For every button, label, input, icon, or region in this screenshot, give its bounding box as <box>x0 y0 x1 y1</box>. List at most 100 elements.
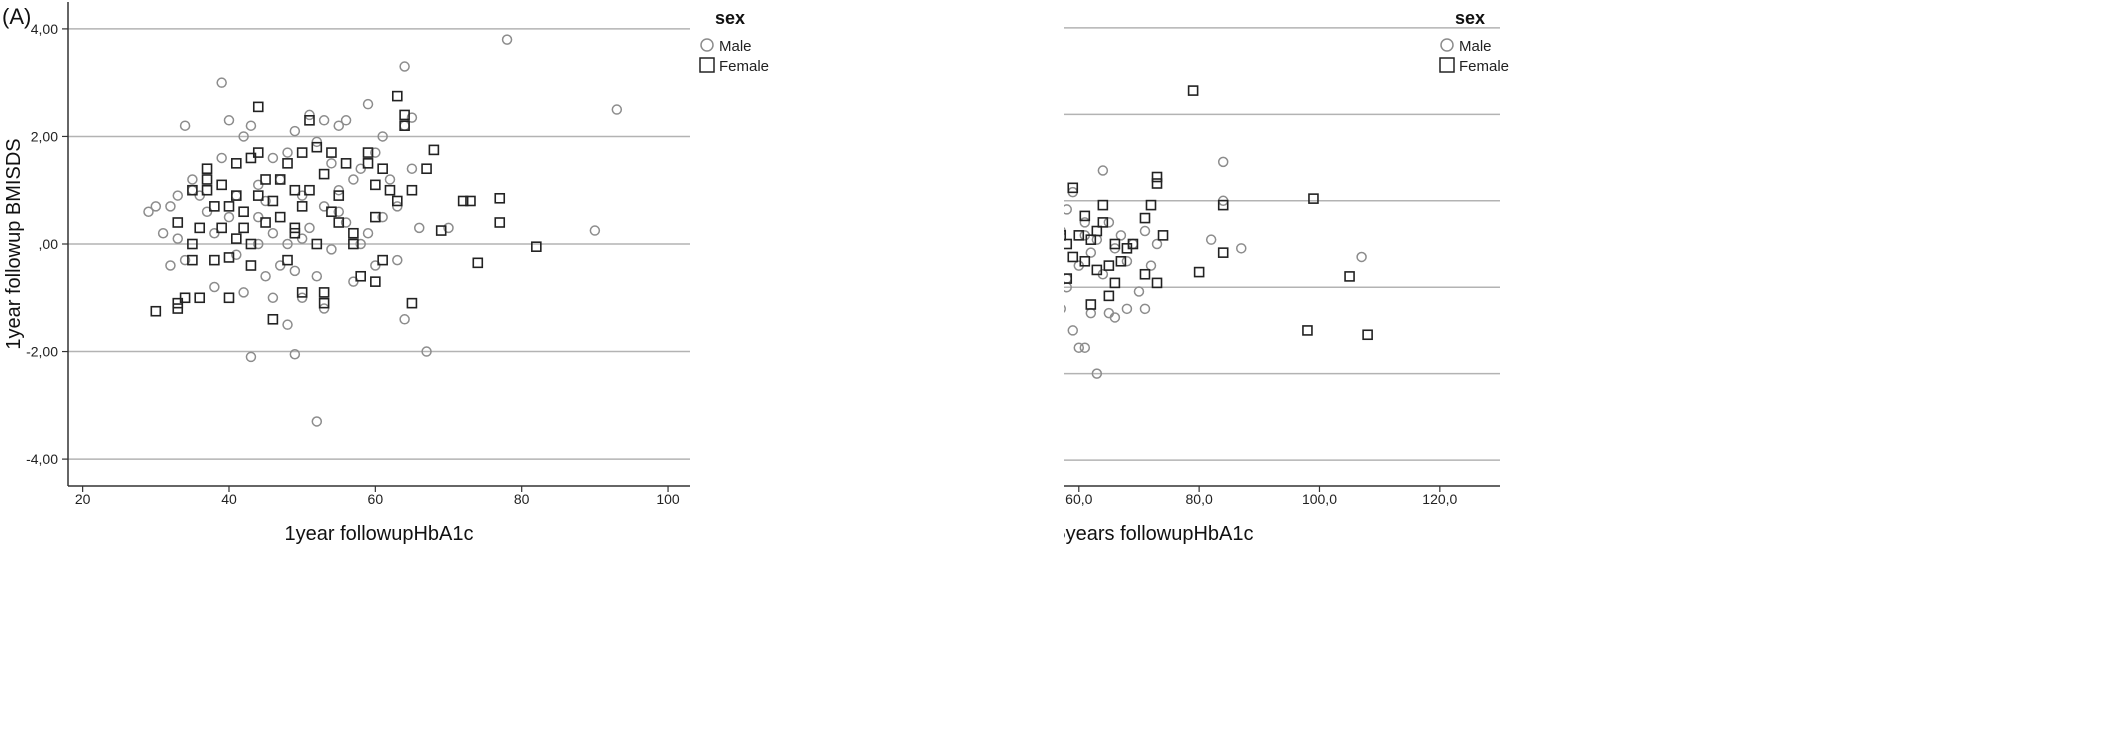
data-point-female <box>494 192 506 204</box>
data-point-female <box>1079 255 1091 267</box>
data-point-female <box>296 201 308 212</box>
data-point-male <box>1085 307 1097 319</box>
data-point-male <box>274 174 286 185</box>
data-point-female <box>1217 199 1229 211</box>
data-point-female <box>406 184 418 196</box>
data-point-female <box>348 238 359 250</box>
y-tick-label: -2,00 <box>26 344 58 360</box>
x-tick-label: 80,0 <box>1186 491 1213 507</box>
data-point-female <box>391 195 403 207</box>
data-point-female <box>428 144 440 156</box>
legend-marker-female <box>1439 57 1455 73</box>
data-point-female <box>201 174 213 185</box>
data-point-female <box>1151 277 1163 289</box>
data-point-female <box>318 287 330 298</box>
data-point-male <box>289 348 301 360</box>
data-point-female <box>260 174 271 185</box>
data-point-male <box>1121 303 1133 315</box>
data-point-female <box>252 147 264 158</box>
data-point-male <box>238 287 249 298</box>
data-point-male <box>296 292 308 304</box>
data-point-male <box>1067 325 1079 336</box>
data-point-female <box>1064 273 1073 284</box>
data-point-female <box>231 158 242 169</box>
x-axis-title: 1year followupHbA1c <box>285 523 474 545</box>
data-point-female <box>245 152 257 164</box>
data-point-female <box>201 184 213 196</box>
data-point-male <box>1356 251 1367 263</box>
data-point-male <box>253 238 264 250</box>
data-point-male <box>318 115 330 126</box>
data-point-female <box>1097 217 1109 228</box>
data-point-male <box>289 125 301 137</box>
data-point-female <box>1085 299 1097 310</box>
data-point-female <box>457 195 469 207</box>
data-point-female <box>282 254 293 266</box>
x-tick-label: 120,0 <box>1422 491 1457 507</box>
data-point-male <box>282 147 293 158</box>
data-point-male <box>318 303 330 314</box>
data-point-female <box>465 195 476 207</box>
data-point-male <box>260 271 271 282</box>
data-point-male <box>1133 286 1145 297</box>
data-point-female <box>172 217 184 228</box>
data-point-female <box>245 238 257 250</box>
data-point-male <box>1091 234 1103 245</box>
data-point-male <box>282 238 293 250</box>
data-point-male <box>1103 217 1115 228</box>
data-point-female <box>1073 230 1085 241</box>
data-point-male <box>501 34 513 45</box>
data-point-female <box>1127 238 1139 250</box>
data-point-male <box>333 206 345 217</box>
data-point-male <box>1091 368 1103 379</box>
data-point-male <box>1151 238 1163 250</box>
data-point-female <box>150 305 162 317</box>
data-point-male <box>238 131 249 142</box>
data-point-female <box>289 222 301 234</box>
data-point-male <box>1079 217 1091 228</box>
data-point-female <box>370 179 381 191</box>
data-point-female <box>435 225 447 236</box>
data-point-male <box>333 120 345 131</box>
data-point-female <box>216 179 227 191</box>
scatter-chart-b: 6,004,002,00,002,00-4,0020,040,060,080,0… <box>1064 8 1509 545</box>
data-point-female <box>370 276 381 287</box>
data-point-female <box>377 163 388 175</box>
data-point-female <box>318 168 330 180</box>
data-point-female <box>1091 225 1103 237</box>
data-point-female <box>274 211 286 223</box>
data-point-female <box>252 101 264 113</box>
data-point-female <box>260 217 271 228</box>
data-point-female <box>355 270 367 282</box>
data-point-female <box>238 222 249 234</box>
data-point-male <box>1064 304 1066 313</box>
data-point-female <box>238 206 249 218</box>
data-point-male <box>370 147 381 158</box>
data-point-female <box>289 227 301 239</box>
data-point-male <box>245 120 257 131</box>
data-point-male <box>165 201 176 212</box>
data-point-male <box>209 281 220 293</box>
data-point-male <box>179 254 191 266</box>
data-point-female <box>1145 199 1157 211</box>
x-axis-title: 5years followupHbA1c <box>1064 523 1254 545</box>
data-point-female <box>1344 271 1355 282</box>
data-point-male <box>443 222 454 234</box>
data-point-male <box>223 115 235 126</box>
data-point-male <box>1121 256 1133 267</box>
data-point-female <box>1079 210 1091 222</box>
data-point-female <box>1151 178 1163 189</box>
data-point-male <box>399 120 410 131</box>
data-point-female <box>172 297 184 309</box>
data-point-female <box>472 257 484 269</box>
data-point-male <box>355 238 366 250</box>
data-point-female <box>1151 171 1163 183</box>
data-point-male <box>172 190 184 201</box>
data-point-female <box>494 217 506 228</box>
data-point-female <box>1193 266 1205 278</box>
x-tick-label: 100,0 <box>1302 491 1337 507</box>
data-point-male <box>187 184 198 196</box>
data-point-female <box>223 292 235 304</box>
data-point-female <box>1064 230 1067 241</box>
data-point-male <box>406 112 418 123</box>
